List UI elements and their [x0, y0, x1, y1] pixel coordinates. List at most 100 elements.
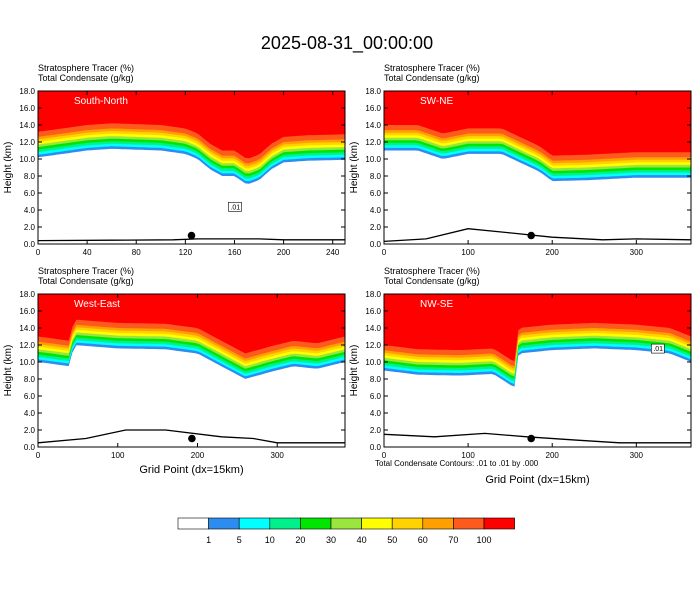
x-tick-label: 160: [228, 248, 242, 257]
y-tick-label: 4.0: [24, 409, 36, 418]
y-tick-label: 2.0: [370, 426, 382, 435]
terrain-line: [38, 238, 345, 242]
colorbar-swatch: [483, 517, 515, 530]
y-tick-label: 0.0: [24, 443, 36, 452]
x-tick-label: 300: [630, 248, 644, 257]
colorbar-label: 70: [448, 535, 458, 545]
tracer-band: [38, 294, 345, 354]
plot-area: [38, 294, 345, 447]
y-tick-label: 4.0: [370, 409, 382, 418]
y-tick-label: 2.0: [24, 223, 36, 232]
plot-frame: [383, 293, 692, 448]
plot-frame: [383, 90, 692, 245]
y-tick-label: 8.0: [24, 375, 36, 384]
panel-label: NW-SE: [420, 299, 453, 310]
panel-header-tracer: Stratosphere Tracer (%): [38, 266, 134, 276]
panel-south-north: Stratosphere Tracer (%)Total Condensate …: [3, 63, 346, 257]
tracer-band: [384, 294, 691, 362]
y-tick-label: 16.0: [365, 307, 381, 316]
plot-area: [384, 91, 691, 244]
location-marker: [187, 231, 196, 240]
panels: Stratosphere Tracer (%)Total Condensate …: [3, 63, 692, 486]
panel-header-tracer: Stratosphere Tracer (%): [384, 63, 480, 73]
y-tick-label: 14.0: [365, 121, 381, 130]
y-tick-label: 8.0: [24, 172, 36, 181]
x-tick-label: 200: [277, 248, 291, 257]
y-tick-label: 16.0: [19, 104, 35, 113]
colorbar-swatch: [453, 517, 485, 530]
panel-label: South-North: [74, 96, 128, 107]
y-tick-label: 0.0: [24, 240, 36, 249]
plot-frame: [37, 293, 346, 448]
colorbar-label: 1: [206, 535, 211, 545]
y-tick-label: 2.0: [24, 426, 36, 435]
terrain-line: [384, 432, 691, 444]
x-tick-label: 80: [132, 248, 141, 257]
y-tick-label: 14.0: [365, 324, 381, 333]
y-tick-label: 12.0: [19, 341, 35, 350]
plot-area: [38, 91, 345, 244]
x-tick-label: 100: [461, 451, 475, 460]
y-axis-label: Height (km): [3, 345, 14, 397]
x-tick-label: 200: [191, 451, 205, 460]
colorbar-swatch: [177, 517, 209, 530]
colorbar-label: 60: [418, 535, 428, 545]
colorbar-label: 5: [237, 535, 242, 545]
contour-label: .01: [230, 204, 240, 211]
y-tick-label: 10.0: [365, 358, 381, 367]
x-tick-label: 0: [36, 248, 41, 257]
x-tick-label: 300: [271, 451, 285, 460]
contour-label-box: [228, 202, 242, 212]
y-tick-label: 0.0: [370, 443, 382, 452]
y-tick-label: 14.0: [19, 324, 35, 333]
panel-west-east: Stratosphere Tracer (%)Total Condensate …: [3, 266, 346, 476]
y-tick-label: 16.0: [19, 307, 35, 316]
x-axis-label: Grid Point (dx=15km): [139, 464, 243, 476]
panel-header-condensate: Total Condensate (g/kg): [384, 73, 480, 83]
y-tick-label: 10.0: [365, 155, 381, 164]
panel-nw-se: Stratosphere Tracer (%)Total Condensate …: [349, 266, 692, 486]
colorbar-swatch: [361, 517, 393, 530]
y-tick-label: 12.0: [365, 341, 381, 350]
figure-title: 2025-08-31_00:00:00: [261, 33, 433, 54]
y-tick-label: 8.0: [370, 375, 382, 384]
location-marker: [527, 231, 535, 240]
terrain-line: [38, 429, 345, 444]
plot-frame: [37, 90, 346, 245]
x-tick-label: 0: [36, 451, 41, 460]
colorbar-swatch: [238, 517, 271, 530]
x-tick-label: 240: [326, 248, 340, 257]
colorbar-swatch: [269, 517, 301, 530]
contour-note: Total Condensate Contours: .01 to .01 by…: [375, 459, 539, 468]
tracer-band: [384, 91, 691, 156]
y-tick-label: 18.0: [19, 290, 35, 299]
colorbar-label: 30: [326, 535, 336, 545]
tracer-band: [38, 91, 345, 159]
y-tick-label: 18.0: [365, 290, 381, 299]
colorbar-label: 50: [387, 535, 397, 545]
x-axis-label: Grid Point (dx=15km): [485, 474, 589, 486]
y-tick-label: 4.0: [24, 206, 36, 215]
colorbar-swatch: [208, 517, 240, 530]
panel-label: SW-NE: [420, 96, 453, 107]
plot-area: [384, 294, 691, 447]
y-tick-label: 10.0: [19, 155, 35, 164]
colorbar-label: 10: [265, 535, 275, 545]
y-axis-label: Height (km): [349, 142, 360, 194]
y-tick-label: 6.0: [370, 189, 382, 198]
x-tick-label: 0: [382, 451, 387, 460]
y-tick-label: 0.0: [370, 240, 382, 249]
x-tick-label: 300: [630, 451, 644, 460]
y-tick-label: 4.0: [370, 206, 382, 215]
panel-header-condensate: Total Condensate (g/kg): [38, 73, 134, 83]
colorbar-label: 20: [295, 535, 305, 545]
y-tick-label: 10.0: [19, 358, 35, 367]
x-tick-label: 0: [382, 248, 387, 257]
contour-label: .01: [653, 346, 663, 353]
location-marker: [188, 434, 196, 443]
colorbar-label: 40: [357, 535, 367, 545]
panel-header-tracer: Stratosphere Tracer (%): [38, 63, 134, 73]
panel-header-condensate: Total Condensate (g/kg): [384, 276, 480, 286]
colorbar-swatch: [391, 517, 424, 530]
